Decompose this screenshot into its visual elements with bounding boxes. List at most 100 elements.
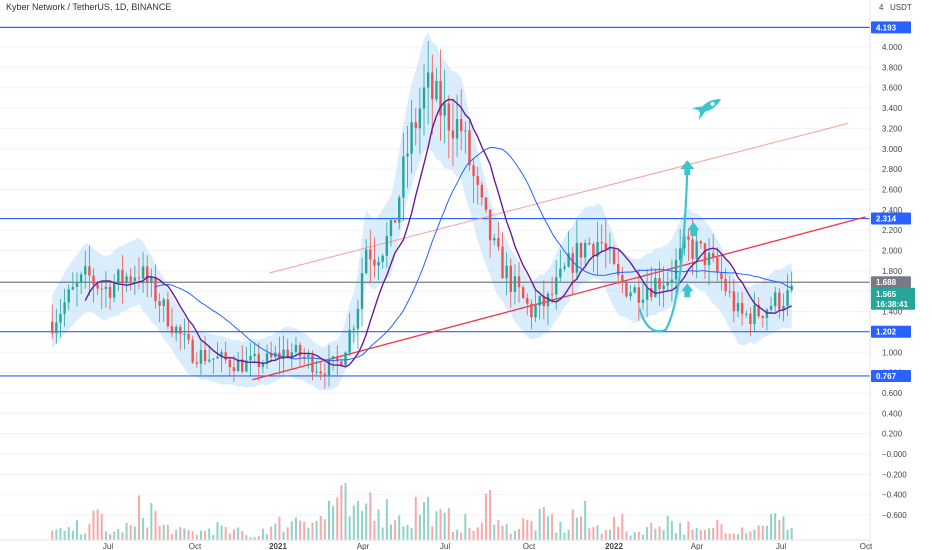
candle-body bbox=[414, 122, 417, 129]
candle-body bbox=[84, 266, 87, 275]
volume-bar bbox=[220, 525, 223, 540]
volume-bar bbox=[493, 524, 496, 540]
price-tag-label: 4.193 bbox=[876, 23, 897, 32]
candle-body bbox=[121, 269, 124, 284]
candle-body bbox=[666, 281, 669, 286]
candle-body bbox=[187, 333, 190, 340]
volume-bar bbox=[654, 528, 657, 540]
volume-bar bbox=[84, 533, 87, 540]
candle-body bbox=[608, 249, 612, 251]
volume-bar bbox=[117, 529, 120, 540]
volume-bar bbox=[484, 493, 487, 540]
volume-bar bbox=[278, 516, 281, 540]
candle-body bbox=[637, 287, 641, 303]
support-trendline bbox=[252, 216, 866, 381]
candle-body bbox=[286, 349, 289, 357]
y-tick-label: 3.600 bbox=[882, 84, 903, 93]
candle-body bbox=[662, 285, 665, 290]
candle-body bbox=[344, 352, 347, 366]
candle-body bbox=[298, 344, 302, 357]
volume-bar bbox=[542, 507, 545, 540]
volume-bar bbox=[745, 533, 748, 540]
y-tick-label: 1.000 bbox=[882, 348, 903, 357]
volume-bar bbox=[584, 500, 587, 540]
volume-bar bbox=[282, 531, 285, 540]
volume-bar bbox=[249, 537, 252, 540]
volume-bar bbox=[468, 527, 471, 540]
candle-body bbox=[315, 371, 318, 373]
volume-bar bbox=[369, 492, 372, 540]
volume-bar bbox=[340, 485, 343, 540]
price-tag bbox=[871, 21, 911, 34]
candle-body bbox=[216, 356, 219, 359]
volume-bar bbox=[633, 531, 636, 540]
volume-bar bbox=[385, 499, 388, 540]
volume-bar bbox=[187, 529, 190, 540]
candle-body bbox=[546, 293, 550, 307]
candle-body bbox=[629, 292, 632, 297]
candle-body bbox=[464, 130, 467, 132]
candle-body bbox=[493, 238, 496, 241]
volume-bar bbox=[790, 527, 793, 540]
volume-bar bbox=[402, 526, 405, 540]
candle-body bbox=[699, 241, 703, 244]
candle-body bbox=[96, 284, 99, 289]
volume-bar bbox=[580, 516, 583, 540]
volume-bar bbox=[427, 496, 430, 540]
x-tick-label: Jul bbox=[440, 542, 450, 550]
volume-bar bbox=[691, 529, 694, 540]
y-tick-label: −0.200 bbox=[882, 470, 907, 479]
volume-bar bbox=[212, 534, 215, 540]
volume-bar bbox=[753, 529, 756, 540]
candle-body bbox=[319, 371, 322, 374]
candle-body bbox=[592, 244, 595, 257]
candle-body bbox=[212, 358, 215, 360]
candle-body bbox=[749, 313, 752, 324]
candle-body bbox=[104, 286, 108, 290]
candle-body bbox=[575, 243, 579, 273]
volume-bar bbox=[563, 532, 566, 540]
volume-bar bbox=[513, 530, 516, 540]
volume-bar bbox=[344, 483, 347, 540]
volume-bar bbox=[410, 528, 413, 540]
volume-bar bbox=[191, 531, 194, 540]
candle-body bbox=[703, 243, 707, 266]
volume-bar bbox=[443, 512, 446, 540]
candle-body bbox=[125, 276, 128, 284]
candle-body bbox=[369, 249, 372, 260]
candle-body bbox=[340, 361, 343, 366]
volume-bar bbox=[712, 527, 715, 540]
candle-body bbox=[650, 288, 653, 297]
volume-bar bbox=[59, 527, 62, 540]
volume-bar bbox=[389, 524, 392, 540]
candle-body bbox=[497, 238, 500, 247]
candle-body bbox=[360, 273, 364, 309]
candle-body bbox=[484, 197, 488, 210]
volume-bar bbox=[464, 513, 467, 540]
volume-bar bbox=[629, 535, 632, 540]
volume-bar bbox=[778, 519, 781, 540]
y-tick-label: 3.000 bbox=[882, 145, 903, 154]
candle-body bbox=[426, 72, 430, 88]
volume-bar bbox=[501, 525, 504, 540]
volume-bar bbox=[142, 517, 145, 540]
candle-body bbox=[88, 266, 91, 276]
volume-bar bbox=[551, 513, 554, 540]
candle-body bbox=[356, 308, 360, 329]
volume-bar bbox=[497, 520, 500, 540]
volume-bar bbox=[294, 517, 297, 540]
price-tag-label: 0.767 bbox=[876, 372, 897, 381]
volume-bar bbox=[237, 527, 240, 540]
volume-bar bbox=[526, 520, 529, 540]
axis-unit-icon: 4 bbox=[879, 3, 884, 12]
candle-body bbox=[249, 356, 252, 361]
candle-body bbox=[513, 276, 517, 292]
y-tick-label: 3.400 bbox=[882, 104, 903, 113]
volume-bar bbox=[749, 531, 752, 540]
candle-body bbox=[232, 367, 236, 372]
candle-body bbox=[447, 103, 451, 131]
volume-bar bbox=[171, 534, 174, 540]
candle-body bbox=[641, 299, 645, 303]
candle-body bbox=[782, 305, 785, 310]
